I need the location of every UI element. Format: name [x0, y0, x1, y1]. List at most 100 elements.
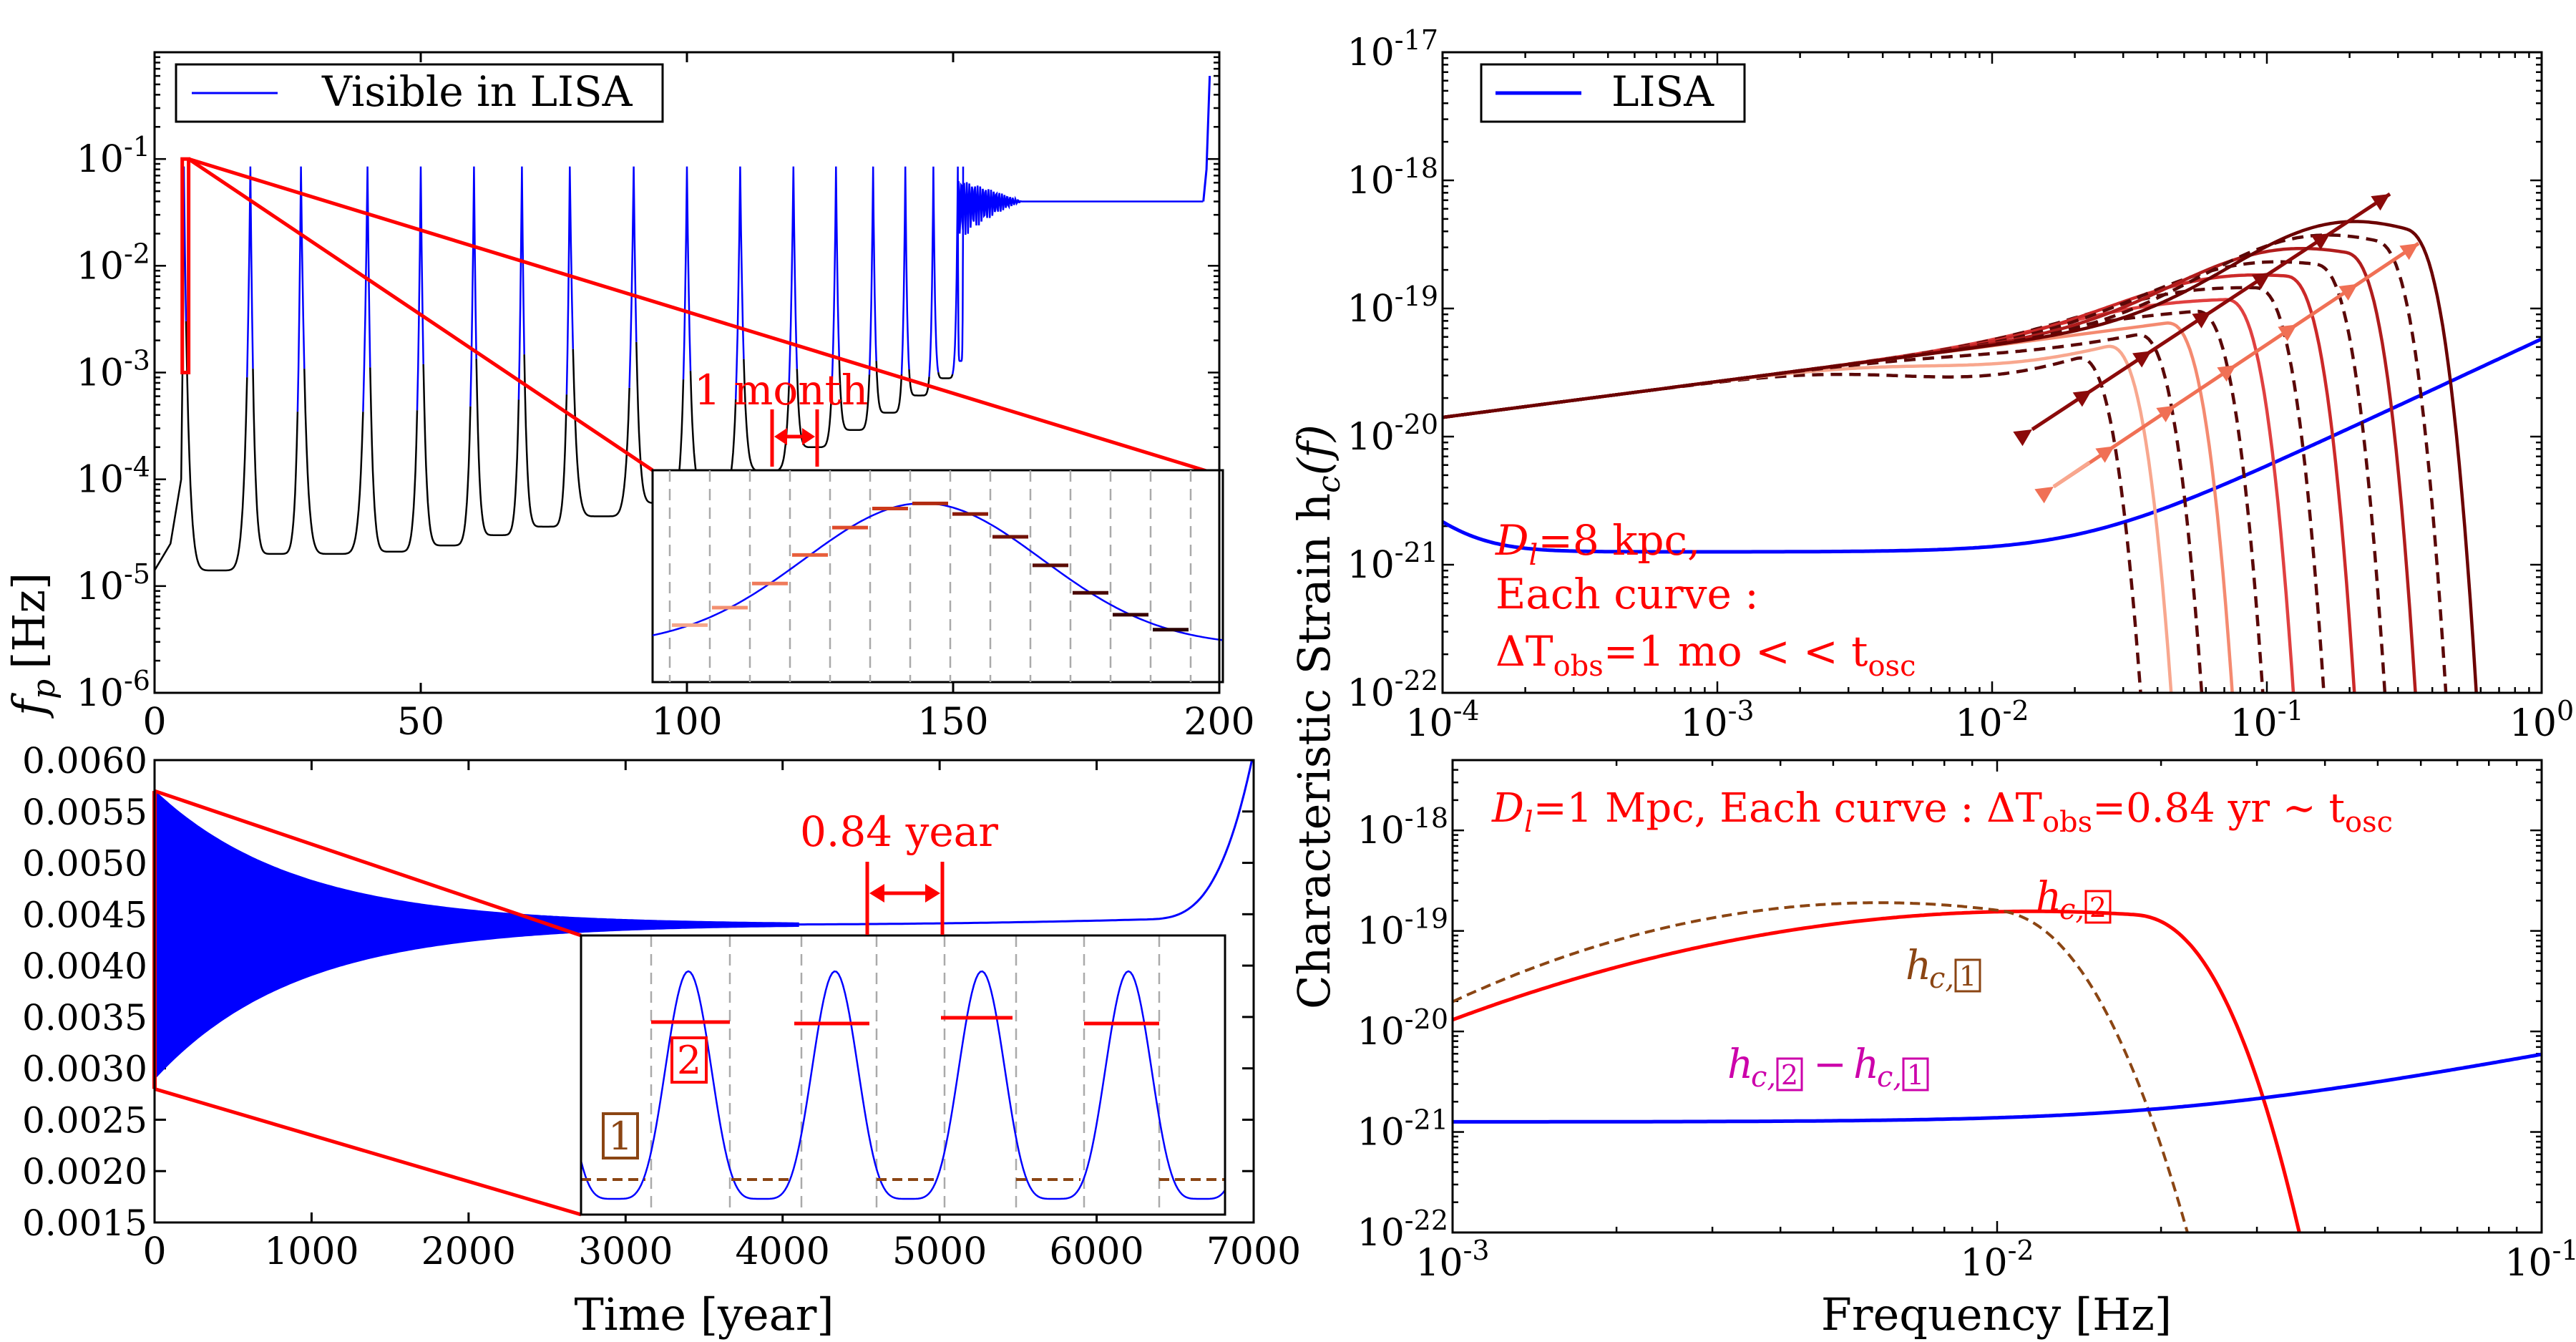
tl-annotation-1-month: 1 month: [694, 366, 868, 414]
tl-xtick-label: 200: [1184, 701, 1254, 744]
tl-zoom-lines: [180, 157, 1220, 477]
tr-ytick-label: 10-22: [1347, 665, 1438, 715]
bl-xtick-label: 4000: [736, 1230, 830, 1273]
svg-text:1: 1: [1907, 1059, 1924, 1091]
tl-ytick-label: 10-6: [77, 665, 150, 715]
tr-xtick-label: 10-4: [1405, 695, 1479, 745]
tl-curve-segment: [628, 166, 638, 388]
tl-curve-segment: [362, 166, 371, 412]
tr-ytick-label: 10-19: [1347, 281, 1438, 331]
tr-arrow-light-head: [2338, 283, 2358, 301]
tr-axes-frame: [1441, 51, 2543, 694]
br-lisa-curve: [1453, 1052, 2542, 1124]
bl-box-1-label: 1: [608, 1114, 633, 1159]
left-x-axis-label: Time [year]: [574, 1288, 834, 1341]
right-y-axis-label: Characteristic Strain hc(f): [1288, 424, 1347, 1009]
tl-curve-segment: [469, 166, 477, 407]
bl-ticks: 0 1000 2000 3000 4000 5000 6000 7000 0.0015 0.002…: [22, 740, 1301, 1273]
tl-zoom-line-top: [187, 157, 1220, 477]
bl-frequency-curve: [155, 760, 1254, 1080]
tl-curve-segment: [369, 367, 419, 553]
tl-legend-text: Visible in LISA: [321, 67, 633, 116]
br-curve-hc1: [1453, 901, 2190, 1232]
br-title: Dl=1 Mpc, Each curve : ΔTobs=0.84 yr ∼ t…: [1491, 785, 2393, 839]
bl-mean-curve: [751, 760, 1254, 926]
bl-xtick-label: 0: [142, 1230, 166, 1273]
tr-lisa-curve: [1443, 337, 2542, 554]
tl-curve-segment: [565, 166, 575, 395]
svg-text:c,: c,: [1929, 962, 1954, 995]
svg-text:c,: c,: [1877, 1061, 1902, 1094]
tr-arrow-light-head: [2399, 243, 2419, 261]
tl-xtick-label: 150: [917, 701, 988, 744]
tr-strain-curves: [1443, 220, 2542, 693]
tl-curve-segment: [296, 166, 306, 412]
tl-ticks: 0 50 100 150 200 10-6 10-5 10-4 10-3 10-2 10-1: [77, 51, 1255, 744]
svg-text:−: −: [1813, 1041, 1847, 1088]
br-ytick-label: 10-19: [1357, 903, 1448, 953]
left-y-axis-label: fp[Hz]: [3, 573, 62, 719]
tl-inset-plot: [653, 470, 1223, 682]
tr-xtick-label: 10-3: [1680, 695, 1754, 745]
bl-ytick-label: 0.0015: [22, 1202, 147, 1244]
svg-text:Characteristic Strain hc(f): Characteristic Strain hc(f): [1288, 424, 1347, 1009]
tl-zoom-line-bottom: [187, 157, 654, 472]
tl-curve-segment: [788, 166, 799, 386]
tl-curve-segment: [831, 166, 840, 389]
tr-arrow-dark-head: [2251, 272, 2271, 289]
tr-evolution-arrows: [2013, 192, 2420, 504]
svg-text:h: h: [1906, 943, 1931, 989]
bl-ytick-label: 0.0020: [22, 1151, 147, 1192]
bl-box-1: [602, 1112, 639, 1159]
tl-curve-segment: [303, 369, 364, 555]
tl-plateau: [957, 180, 1204, 235]
bl-ytick-label: 0.0055: [22, 792, 147, 833]
tr-arrow-light-head: [2217, 365, 2236, 382]
bl-zoom-line-bottom: [154, 1086, 582, 1217]
tl-curve-segment: [572, 349, 630, 517]
tl-xtick-label: 50: [397, 701, 444, 744]
svg-text:1: 1: [1959, 961, 1976, 992]
tl-curve-segment: [868, 166, 877, 375]
bl-xtick-label: 7000: [1206, 1230, 1301, 1273]
tr-arrow-dark-head: [2371, 194, 2390, 211]
tl-axes-frame: [153, 51, 1221, 694]
br-label-hc1: h c, 1: [1906, 943, 1981, 995]
bl-ytick-label: 0.0030: [22, 1049, 147, 1090]
tr-xtick-label: 10-2: [1955, 695, 2029, 745]
br-ytick-label: 10-21: [1357, 1104, 1448, 1154]
bl-inset-curve: [581, 970, 1225, 1200]
bl-annotation-arrow: [865, 862, 945, 935]
tl-curve-segment: [182, 166, 187, 321]
svg-text:Dl=8 kpc,: Dl=8 kpc,: [1495, 516, 1700, 572]
svg-text:2: 2: [2089, 892, 2107, 923]
bl-ytick-label: 0.0050: [22, 843, 147, 885]
bl-xtick-label: 2000: [421, 1230, 516, 1273]
bl-xtick-label: 5000: [892, 1230, 987, 1273]
tr-source-curve: [1443, 333, 2204, 693]
tr-arrow-dark-head: [2013, 429, 2032, 447]
tl-zoom-box: [180, 157, 191, 375]
tr-ytick-label: 10-20: [1347, 409, 1438, 459]
tl-xtick-label: 0: [142, 701, 166, 744]
svg-text:c,: c,: [1751, 1061, 1776, 1094]
tr-arrow-light-head: [2095, 446, 2114, 463]
bl-oscillation-band: [155, 789, 799, 1080]
tr-arrow-light-head: [2278, 324, 2297, 341]
tl-curve-segment: [246, 166, 254, 378]
tl-curve-segment: [908, 369, 930, 397]
panel-bottom-left: 0 1000 2000 3000 4000 5000 6000 7000 0.0015 0.002…: [22, 740, 1301, 1273]
panel-top-left: 0 50 100 150 200 10-6 10-5 10-4 10-3 10-2 10-1 Vis…: [77, 51, 1255, 744]
bl-annotation-0-84-year: 0.84 year: [800, 807, 998, 856]
tr-arrow-dark-head: [2132, 351, 2152, 368]
tl-ytick-label: 10-4: [77, 452, 150, 502]
br-ytick-label: 10-20: [1357, 1003, 1448, 1054]
tl-curve-segment: [838, 356, 871, 431]
bl-ytick-label: 0.0040: [22, 945, 147, 987]
bl-xtick-label: 3000: [578, 1230, 673, 1273]
tl-initial-rise: [155, 166, 185, 571]
br-ytick-label: 10-22: [1357, 1205, 1448, 1255]
right-x-axis-label: Frequency [Hz]: [1821, 1288, 2172, 1341]
tr-xtick-label: 10-1: [2230, 695, 2303, 745]
